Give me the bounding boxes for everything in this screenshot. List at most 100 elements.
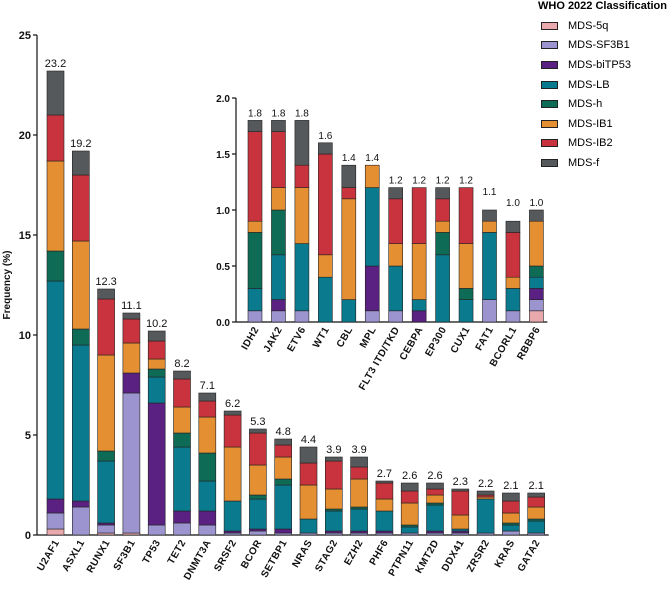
bar-segment-mds-h xyxy=(46,250,65,282)
inset-y-tick-label: 1.5 xyxy=(216,150,230,161)
bar-segment-mds-ib1 xyxy=(147,358,166,370)
bar-segment-mds-f xyxy=(426,482,444,490)
bar-segment-mds-f xyxy=(400,482,419,492)
category-label: PHF6 xyxy=(368,538,391,567)
bar-segment-mds-ib2 xyxy=(400,490,419,504)
legend-item-mds-5q: MDS-5q xyxy=(538,16,672,36)
category-label: ETV6 xyxy=(285,325,308,354)
bar-segment-mds-ib1 xyxy=(458,243,474,289)
main-y-tick-label: 5 xyxy=(25,430,31,442)
bar-segment-mds-ib1 xyxy=(505,276,521,289)
bar-segment-mds-ib1 xyxy=(375,498,394,512)
category-label: NRAS xyxy=(290,538,315,570)
bar-segment-mds-sf3b1 xyxy=(529,299,544,312)
bar-total-label: 10.2 xyxy=(146,318,167,330)
inset-bar-cux1 xyxy=(458,187,474,323)
bar-segment-mds-lb xyxy=(411,299,427,312)
bar-segment-mds-sf3b1 xyxy=(505,310,521,323)
bar-segment-mds-f xyxy=(529,209,544,222)
bar-segment-mds-ib1 xyxy=(435,220,450,233)
category-label: TP53 xyxy=(141,538,163,566)
bar-segment-mds-lb xyxy=(72,344,90,502)
bar-segment-mds-lb xyxy=(529,276,544,289)
bar-segment-mds-h xyxy=(72,328,90,346)
bar-segment-mds-lb xyxy=(375,510,394,532)
bar-segment-mds-bitp53 xyxy=(173,510,191,524)
bar-segment-mds-ib1 xyxy=(482,220,497,233)
bar-total-label: 7.1 xyxy=(200,380,215,392)
inset-y-tick-label: 1.0 xyxy=(216,206,230,217)
bar-segment-mds-f xyxy=(435,187,450,200)
bar-segment-mds-ib2 xyxy=(223,414,242,448)
bar-total-label: 1.4 xyxy=(342,153,356,164)
legend-swatch xyxy=(541,41,558,50)
bar-segment-mds-f xyxy=(72,150,90,176)
bar-segment-mds-f xyxy=(147,330,166,342)
bar-total-label: 2.6 xyxy=(402,470,417,482)
bar-segment-mds-5q xyxy=(46,528,65,536)
main-bar-kras xyxy=(502,492,520,536)
bar-segment-mds-f xyxy=(223,410,242,416)
bar-segment-mds-ib1 xyxy=(502,512,520,524)
legend-swatch xyxy=(541,158,558,167)
legend-swatch xyxy=(541,100,558,109)
bar-segment-mds-bitp53 xyxy=(198,510,217,526)
main-bar-stag2 xyxy=(324,456,343,536)
bar-segment-mds-f xyxy=(482,209,497,222)
bar-segment-mds-f xyxy=(476,490,495,496)
bar-total-label: 2.1 xyxy=(503,480,518,492)
main-bar-bcor xyxy=(249,428,267,536)
bar-total-label: 4.4 xyxy=(301,434,316,446)
bar-segment-mds-lb xyxy=(435,254,450,323)
legend-label: MDS-biTP53 xyxy=(568,58,631,71)
inset-bar-cebpa xyxy=(411,187,427,323)
bar-segment-mds-h xyxy=(458,288,474,300)
bar-segment-mds-ib2 xyxy=(388,198,404,244)
category-label: EZH2 xyxy=(342,538,365,567)
inset-bar-wt1 xyxy=(318,142,333,323)
bar-segment-mds-ib2 xyxy=(294,164,310,188)
bar-total-label: 4.8 xyxy=(276,426,291,438)
bar-segment-mds-sf3b1 xyxy=(72,506,90,536)
bar-segment-mds-sf3b1 xyxy=(173,522,191,536)
bar-segment-mds-bitp53 xyxy=(122,372,141,394)
bar-segment-mds-sf3b1 xyxy=(46,512,65,530)
main-y-tick-label: 10 xyxy=(19,330,31,342)
bar-segment-mds-lb xyxy=(294,243,310,312)
bar-segment-mds-lb xyxy=(400,526,419,534)
main-y-tick-label: 0 xyxy=(25,530,31,542)
legend: WHO 2022 Classification MDS-5q MDS-SF3B1 M… xyxy=(538,0,672,173)
bar-segment-mds-f xyxy=(274,438,293,446)
legend-label: MDS-SF3B1 xyxy=(568,39,630,52)
bar-segment-mds-ib1 xyxy=(400,502,419,526)
bar-segment-mds-ib2 xyxy=(72,174,90,242)
main-bar-srsf2 xyxy=(223,410,242,536)
bar-segment-mds-f xyxy=(527,492,546,498)
main-bar-ddx41 xyxy=(451,488,470,536)
bar-segment-mds-lb xyxy=(527,520,546,534)
bar-segment-mds-lb xyxy=(318,276,333,323)
bar-segment-mds-sf3b1 xyxy=(147,524,166,536)
inset-bar-etv6 xyxy=(294,120,310,323)
main-bar-tet2 xyxy=(173,370,191,536)
bar-segment-mds-sf3b1 xyxy=(198,524,217,536)
inset-bar-ep300 xyxy=(435,187,450,323)
bar-segment-mds-ib1 xyxy=(122,342,141,374)
bar-segment-mds-ib1 xyxy=(249,464,267,496)
bar-total-label: 19.2 xyxy=(70,138,91,150)
bar-segment-mds-sf3b1 xyxy=(271,310,286,323)
category-label: SRSF2 xyxy=(212,538,239,574)
bar-segment-mds-lb xyxy=(299,518,318,534)
bar-segment-mds-ib1 xyxy=(173,406,191,434)
bar-total-label: 1.2 xyxy=(436,176,450,187)
bar-segment-mds-bitp53 xyxy=(271,299,286,312)
main-y-tick-label: 15 xyxy=(19,230,31,242)
bar-segment-mds-f xyxy=(294,120,310,166)
category-label: CBL xyxy=(335,325,356,350)
bar-segment-mds-lb xyxy=(426,504,444,532)
category-label: BCOR xyxy=(239,538,264,571)
bar-segment-mds-f xyxy=(318,142,333,155)
category-label: ZRSR2 xyxy=(465,538,492,574)
bar-segment-mds-bitp53 xyxy=(147,402,166,526)
